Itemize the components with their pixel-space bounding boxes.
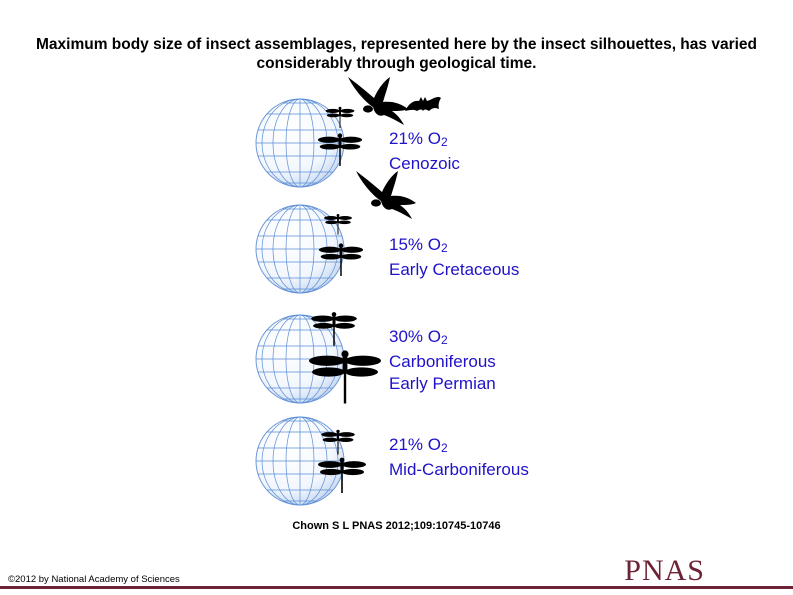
o2-level: 21% O2 [389,129,448,149]
era-name: Mid-Carboniferous [389,460,529,479]
era-name: Cenozoic [389,154,460,173]
era-label-early-cretaceous: 15% O2 Early Cretaceous [389,234,519,281]
o2-level: 30% O2 [389,327,448,347]
era-label-mid-carboniferous: 21% O2 Mid-Carboniferous [389,434,529,481]
bird-icon [348,77,408,125]
footer-divider [0,586,793,589]
era-name: Early Cretaceous [389,260,520,279]
pnas-logo: PNAS [624,554,705,587]
era-label-cenozoic: 21% O2 Cenozoic [389,128,460,175]
era-name-secondary: Early Permian [389,374,496,393]
bat-icon [405,97,441,111]
o2-level: 21% O2 [389,435,448,455]
bird-icon [356,171,416,219]
era-name: Carboniferous [389,352,496,371]
copyright: ©2012 by National Academy of Sciences [8,574,180,585]
o2-level: 15% O2 [389,235,448,255]
globe-mid-carboniferous [255,416,345,506]
era-label-carboniferous: 30% O2 Carboniferous Early Permian [389,326,496,395]
figure-title: Maximum body size of insect assemblages,… [35,36,757,72]
citation: Chown S L PNAS 2012;109:10745-10746 [292,520,501,532]
